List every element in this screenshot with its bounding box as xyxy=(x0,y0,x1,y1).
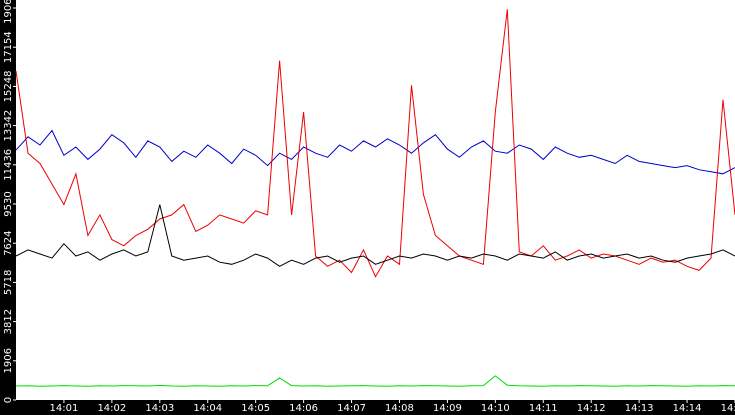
x-tick-label: 14:13 xyxy=(625,403,654,414)
x-tick-label: 14:08 xyxy=(385,403,414,414)
y-tick-label: 1906 xyxy=(3,348,14,373)
x-tick-label: 14:05 xyxy=(241,403,270,414)
x-tick-label: 14:03 xyxy=(145,403,174,414)
x-tick-label: 14:09 xyxy=(433,403,462,414)
x-tick-label: 14:10 xyxy=(481,403,510,414)
x-tick-label: 14:11 xyxy=(529,403,558,414)
y-tick-label: 9530 xyxy=(3,191,14,216)
x-tick-label: 14:06 xyxy=(289,403,318,414)
series-line xyxy=(15,129,735,175)
x-tick-label: 14:12 xyxy=(577,403,606,414)
x-tick-label: 14:15 xyxy=(721,403,735,414)
x-tick-label: 14:02 xyxy=(97,403,126,414)
x-tick-label: 14:14 xyxy=(673,403,702,414)
x-axis-strip xyxy=(0,400,735,415)
y-tick-label: 5718 xyxy=(3,270,14,295)
y-tick-label: 17154 xyxy=(3,31,14,63)
y-tick-label: 13342 xyxy=(3,110,14,142)
y-tick-label: 0 xyxy=(3,397,14,403)
y-tick-label: 11436 xyxy=(3,149,14,181)
series-line xyxy=(15,375,735,387)
y-tick-label: 15248 xyxy=(3,71,14,103)
y-tick-label: 3812 xyxy=(3,309,14,334)
x-tick-label: 14:07 xyxy=(337,403,366,414)
series-line xyxy=(15,204,735,267)
x-tick-label: 14:01 xyxy=(50,403,79,414)
y-axis-strip xyxy=(0,0,16,415)
y-tick-label: 19061 xyxy=(3,0,14,24)
y-tick-label: 7624 xyxy=(3,230,14,255)
x-tick-label: 14:04 xyxy=(193,403,222,414)
